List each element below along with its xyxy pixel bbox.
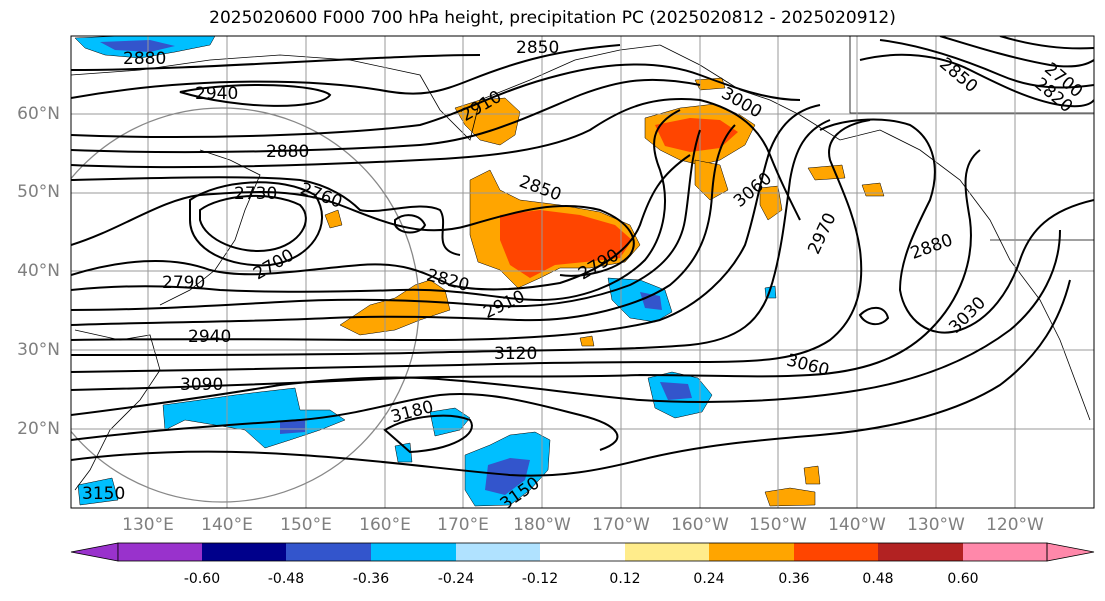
contour-label: 3090 [180,375,223,395]
colorbar-segment [963,543,1047,561]
colorbar-tick-label: -0.24 [437,571,475,587]
lat-label: 20°N [17,419,60,439]
contour-label: 2880 [266,142,309,162]
colorbar-segment [878,543,963,561]
lon-label: 140°W [828,515,886,535]
lat-label: 50°N [17,182,60,202]
colorbar-segment [794,543,878,561]
range-circle [71,107,420,503]
lon-label: 150°E [280,515,332,535]
contour-label: 2880 [123,49,166,69]
map-border [70,35,1095,509]
contour-label: 2940 [188,327,231,347]
lat-label: 40°N [17,261,60,281]
contour-label: 2790 [162,273,205,293]
colorbar-tick-label: 0.24 [693,571,725,587]
lon-label: 120°W [986,515,1044,535]
colorbar-tick-label: 0.12 [609,571,641,587]
lon-label: 170°W [592,515,650,535]
colorbar-tick-label: -0.36 [352,571,390,587]
colorbar-segment [709,543,794,561]
map-title: 2025020600 F000 700 hPa height, precipit… [209,8,896,28]
contour-label: 3150 [82,484,125,504]
coastlines [71,36,1094,491]
colorbar-segment [371,543,456,561]
colorbar-tick-label: -0.48 [267,571,305,587]
lon-label: 150°W [749,515,807,535]
colorbar-tick-label: 0.48 [862,571,894,587]
lon-label: 140°E [201,515,253,535]
map-panel: 2880 2850 2940 2910 3000 2850 2880 2730 … [71,36,1094,508]
colorbar-extend-left [70,542,119,562]
colorbar-segment [286,543,371,561]
colorbar-tick-label: 0.36 [778,571,810,587]
graticule [71,36,1094,508]
lon-label: 130°W [907,515,965,535]
colorbar-extend-right [1046,542,1095,562]
contour-label: 3120 [494,344,537,364]
colorbar-tick-label: -0.60 [183,571,221,587]
colorbar-segment [456,543,540,561]
contour-label: 2730 [234,184,277,204]
lon-label: 160°E [359,515,411,535]
lat-label: 30°N [17,340,60,360]
colorbar-segment [625,543,709,561]
positive-precip-shading [324,77,885,507]
colorbar-tick-label: 0.60 [947,571,979,587]
colorbar-segment [202,543,286,561]
colorbar-segment [118,543,202,561]
colorbar [70,542,1095,562]
lon-label: 170°E [437,515,489,535]
lat-label: 60°N [17,104,60,124]
colorbar-tick-label: -0.12 [521,571,559,587]
contour-label: 2850 [516,38,559,58]
height-contours [71,36,1094,477]
contour-label: 2940 [195,84,238,104]
lon-label: 160°W [671,515,729,535]
lon-label: 130°E [122,515,174,535]
lon-label: 180°W [513,515,571,535]
colorbar-segment [540,543,625,561]
